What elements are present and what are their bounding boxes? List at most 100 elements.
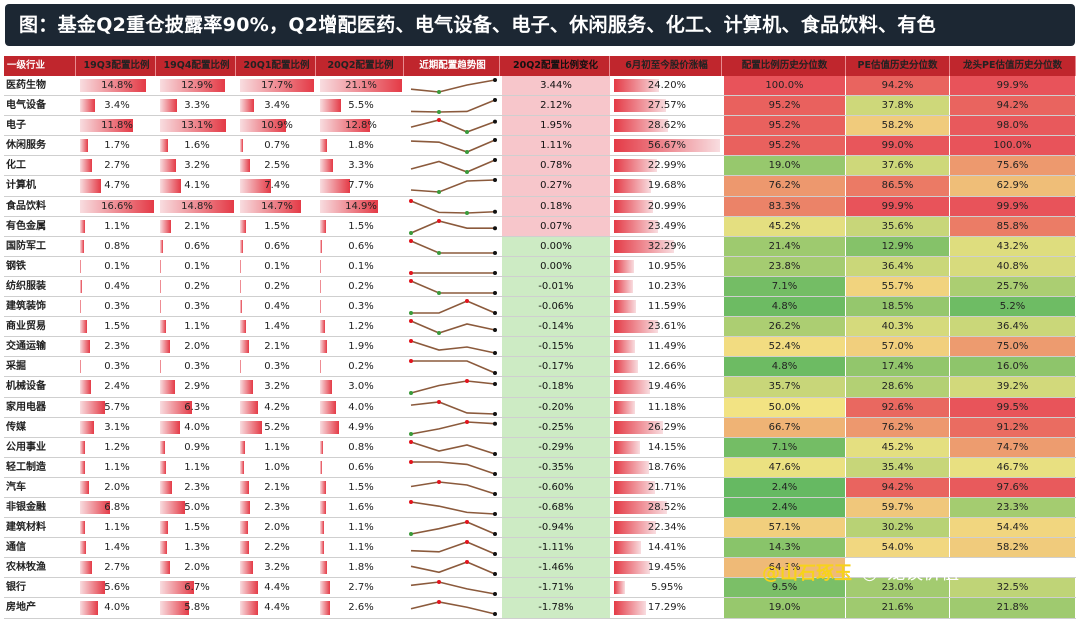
cell-value: 28.52% — [647, 501, 687, 513]
sparkline-line — [410, 240, 495, 254]
data-bar — [160, 440, 165, 454]
data-bar — [160, 259, 161, 273]
pe-percentile-cell: 86.5% — [846, 176, 950, 196]
data-bar — [614, 420, 664, 434]
data-bar — [160, 541, 167, 555]
sparkline-point — [437, 290, 441, 295]
industry-name: 计算机 — [6, 180, 36, 192]
leader-pe-percentile-cell: 100.0% — [950, 136, 1076, 156]
cell-value: 14.41% — [647, 542, 687, 554]
sparkline-svg — [410, 479, 497, 496]
change-cell: 1.95% — [502, 116, 610, 136]
price-rise-cell: 24.20% — [612, 76, 722, 95]
cell-value: 3.1% — [104, 421, 130, 433]
leader-pe-percentile-cell: 97.6% — [950, 477, 1076, 497]
column-header: 6月初至今股价涨幅 — [612, 56, 722, 76]
price-rise-cell: 22.34% — [612, 518, 722, 537]
data-bar — [80, 601, 98, 615]
price-rise-cell: 56.67% — [612, 136, 722, 155]
column-header: 19Q4配置比例 — [158, 56, 236, 76]
cell-value: 2.3% — [104, 341, 130, 353]
industry-name: 采掘 — [6, 361, 26, 373]
allocation-cell: 1.5% — [318, 478, 404, 497]
sparkline-svg — [410, 78, 497, 94]
sparkline-svg — [410, 178, 497, 195]
leader-pe-percentile-cell: 39.2% — [950, 377, 1076, 397]
allocation-cell: 0.2% — [318, 357, 404, 376]
cell-value: 0.2% — [264, 280, 290, 292]
cell-value: 5.2% — [264, 421, 290, 433]
cell-value: 17.29% — [647, 602, 687, 614]
change-cell: 0.07% — [502, 216, 610, 236]
allocation-percentile-cell: 83.3% — [724, 196, 846, 216]
change-cell: 0.27% — [502, 176, 610, 196]
cell-value: 11.59% — [647, 301, 687, 313]
data-bar — [614, 79, 660, 93]
data-bar — [240, 320, 246, 334]
allocation-cell: 0.3% — [158, 357, 236, 376]
cell-value: 5.5% — [348, 100, 374, 112]
data-bar — [80, 500, 111, 515]
allocation-cell: 1.5% — [78, 317, 156, 336]
allocation-cell: 3.1% — [78, 418, 156, 437]
data-bar — [240, 440, 245, 454]
data-bar — [614, 380, 651, 394]
data-bar — [160, 239, 163, 253]
data-bar — [160, 320, 166, 334]
cell-value: 2.6% — [348, 602, 374, 614]
sparkline-point — [493, 98, 497, 103]
allocation-cell: 1.2% — [78, 438, 156, 457]
data-bar — [614, 300, 636, 314]
price-rise-cell: 28.52% — [612, 498, 722, 517]
sparkline-point — [493, 612, 497, 617]
allocation-cell: 14.8% — [78, 76, 156, 95]
allocation-table: 一级行业 19Q3配置比例 19Q4配置比例 20Q1配置比例 20Q2配置比例 近期配置… — [4, 56, 1076, 619]
data-bar — [614, 400, 635, 414]
data-bar — [320, 139, 327, 153]
table-row: 电子 11.8% 13.1% 10.9% 12.8% 1.95% 28.62% 95.2% 58… — [4, 116, 1076, 137]
pe-percentile-cell: 21.6% — [846, 598, 950, 618]
data-bar — [614, 541, 641, 555]
pe-percentile-cell: 92.6% — [846, 397, 950, 417]
leader-pe-percentile-cell: 85.8% — [950, 216, 1076, 236]
sparkline-svg — [409, 439, 497, 456]
cell-value: 23.61% — [647, 321, 687, 333]
data-bar — [240, 259, 241, 273]
leader-pe-percentile-cell: 25.7% — [950, 276, 1076, 297]
trend-sparkline — [406, 498, 500, 517]
allocation-cell: 2.3% — [158, 478, 236, 497]
cell-value: 1.1% — [264, 441, 290, 453]
allocation-cell: 4.4% — [238, 578, 316, 597]
data-bar — [614, 139, 720, 153]
cell-value: 5.0% — [184, 501, 210, 513]
table-row: 化工 2.7% 3.2% 2.5% 3.3% 0.78% 22.99% 19.0% 37.6% 7… — [4, 156, 1076, 177]
cell-value: 2.3% — [184, 481, 210, 493]
price-rise-cell: 27.57% — [612, 96, 722, 115]
allocation-cell: 2.6% — [318, 598, 404, 617]
industry-name: 建筑材料 — [6, 522, 46, 534]
allocation-percentile-cell: 50.0% — [724, 397, 846, 417]
allocation-cell: 0.6% — [318, 458, 404, 477]
cell-value: 1.5% — [348, 481, 374, 493]
data-bar — [614, 279, 634, 294]
pe-percentile-cell: 55.7% — [846, 276, 950, 297]
allocation-cell: 2.0% — [158, 337, 236, 356]
sparkline-svg — [410, 158, 497, 175]
cell-value: 4.0% — [184, 421, 210, 433]
allocation-cell: 0.3% — [238, 357, 316, 376]
cell-value: 10.23% — [647, 280, 687, 292]
price-rise-cell: 23.61% — [612, 317, 722, 336]
cell-value: 3.3% — [184, 100, 210, 112]
allocation-cell: 0.3% — [78, 357, 156, 376]
data-bar — [160, 199, 234, 213]
trend-sparkline — [406, 518, 500, 537]
allocation-percentile-cell: 7.1% — [724, 276, 846, 297]
table-row: 纺织服装 0.4% 0.2% 0.2% 0.2% -0.01% 10.23% 7.1% 55.7… — [4, 276, 1076, 298]
data-bar — [80, 219, 85, 233]
sparkline-point — [493, 382, 497, 387]
allocation-cell: 1.1% — [78, 518, 156, 537]
price-rise-cell: 19.68% — [612, 176, 722, 195]
data-bar — [240, 541, 250, 555]
allocation-cell: 12.9% — [158, 76, 236, 95]
cell-value: 4.4% — [264, 602, 290, 614]
